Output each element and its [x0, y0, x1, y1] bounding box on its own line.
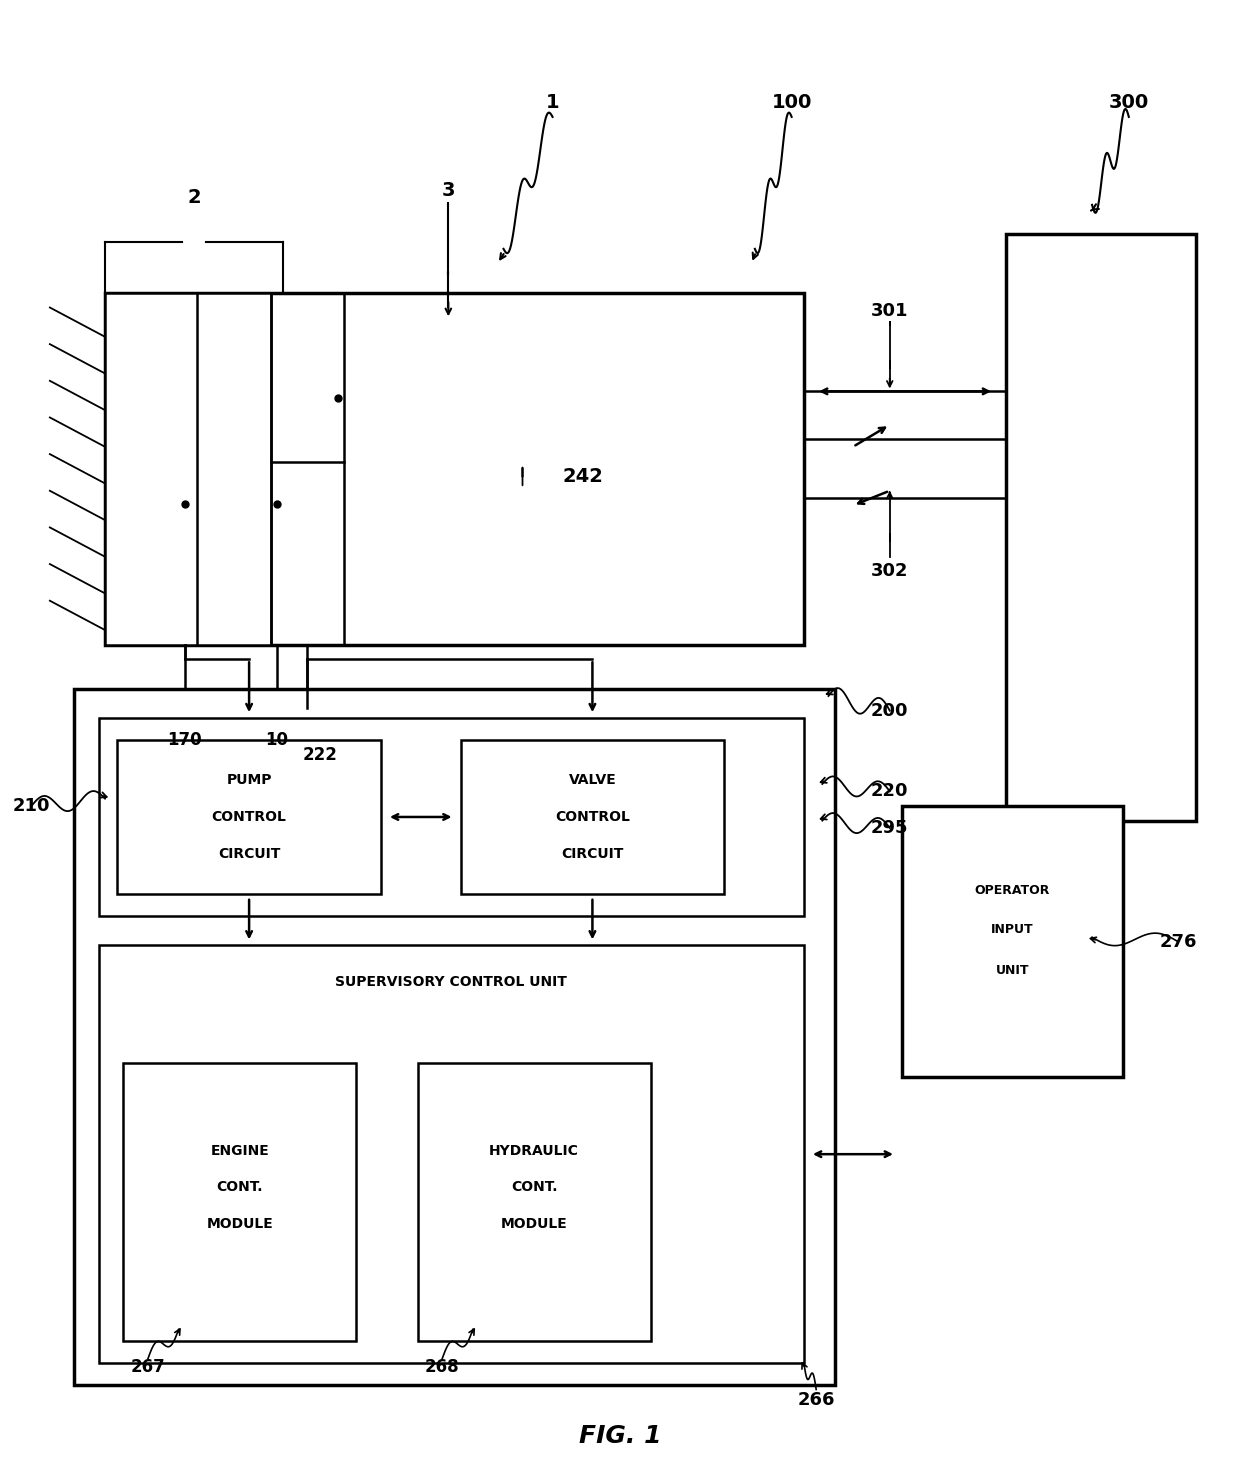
Text: 302: 302 [870, 562, 909, 580]
Text: HYDRAULIC: HYDRAULIC [490, 1144, 579, 1157]
Text: UNIT: UNIT [996, 965, 1029, 977]
Text: 170: 170 [167, 731, 202, 749]
Text: 220: 220 [870, 783, 909, 801]
Text: 266: 266 [797, 1391, 835, 1409]
Text: 276: 276 [1159, 932, 1197, 950]
Text: MODULE: MODULE [207, 1217, 273, 1231]
Bar [99, 718, 804, 916]
Text: ENGINE: ENGINE [211, 1144, 269, 1157]
Bar [901, 807, 1122, 1077]
Text: 301: 301 [870, 302, 909, 320]
Bar [418, 1063, 651, 1341]
Text: 3: 3 [441, 181, 455, 200]
Bar [124, 1063, 356, 1341]
Bar [99, 946, 804, 1363]
Bar [105, 293, 804, 645]
Bar [118, 740, 381, 894]
Text: CONTROL: CONTROL [556, 810, 630, 824]
Text: CIRCUIT: CIRCUIT [218, 847, 280, 861]
Text: INPUT: INPUT [991, 924, 1034, 937]
Text: 242: 242 [563, 466, 604, 485]
Text: OPERATOR: OPERATOR [975, 884, 1050, 897]
Text: PUMP: PUMP [227, 774, 272, 787]
Text: MODULE: MODULE [501, 1217, 568, 1231]
Text: 268: 268 [425, 1359, 460, 1376]
Text: CONTROL: CONTROL [212, 810, 286, 824]
Bar [293, 707, 324, 725]
Bar [105, 293, 270, 645]
Text: 222: 222 [303, 746, 337, 764]
Text: 200: 200 [870, 702, 909, 719]
Text: 2: 2 [187, 188, 201, 207]
Bar [460, 740, 724, 894]
Text: FIG. 1: FIG. 1 [579, 1424, 661, 1449]
Text: SUPERVISORY CONTROL UNIT: SUPERVISORY CONTROL UNIT [336, 975, 568, 989]
Text: 295: 295 [870, 818, 909, 838]
Text: 1: 1 [546, 93, 559, 112]
Bar [1006, 234, 1197, 820]
Text: 10: 10 [265, 731, 288, 749]
Bar [74, 688, 835, 1385]
Text: CONT.: CONT. [217, 1180, 263, 1194]
Text: 100: 100 [771, 93, 812, 112]
Text: 210: 210 [12, 796, 50, 815]
Text: CIRCUIT: CIRCUIT [562, 847, 624, 861]
Text: 267: 267 [130, 1359, 165, 1376]
Text: VALVE: VALVE [568, 774, 616, 787]
Text: CONT.: CONT. [511, 1180, 558, 1194]
Text: 300: 300 [1109, 93, 1149, 112]
